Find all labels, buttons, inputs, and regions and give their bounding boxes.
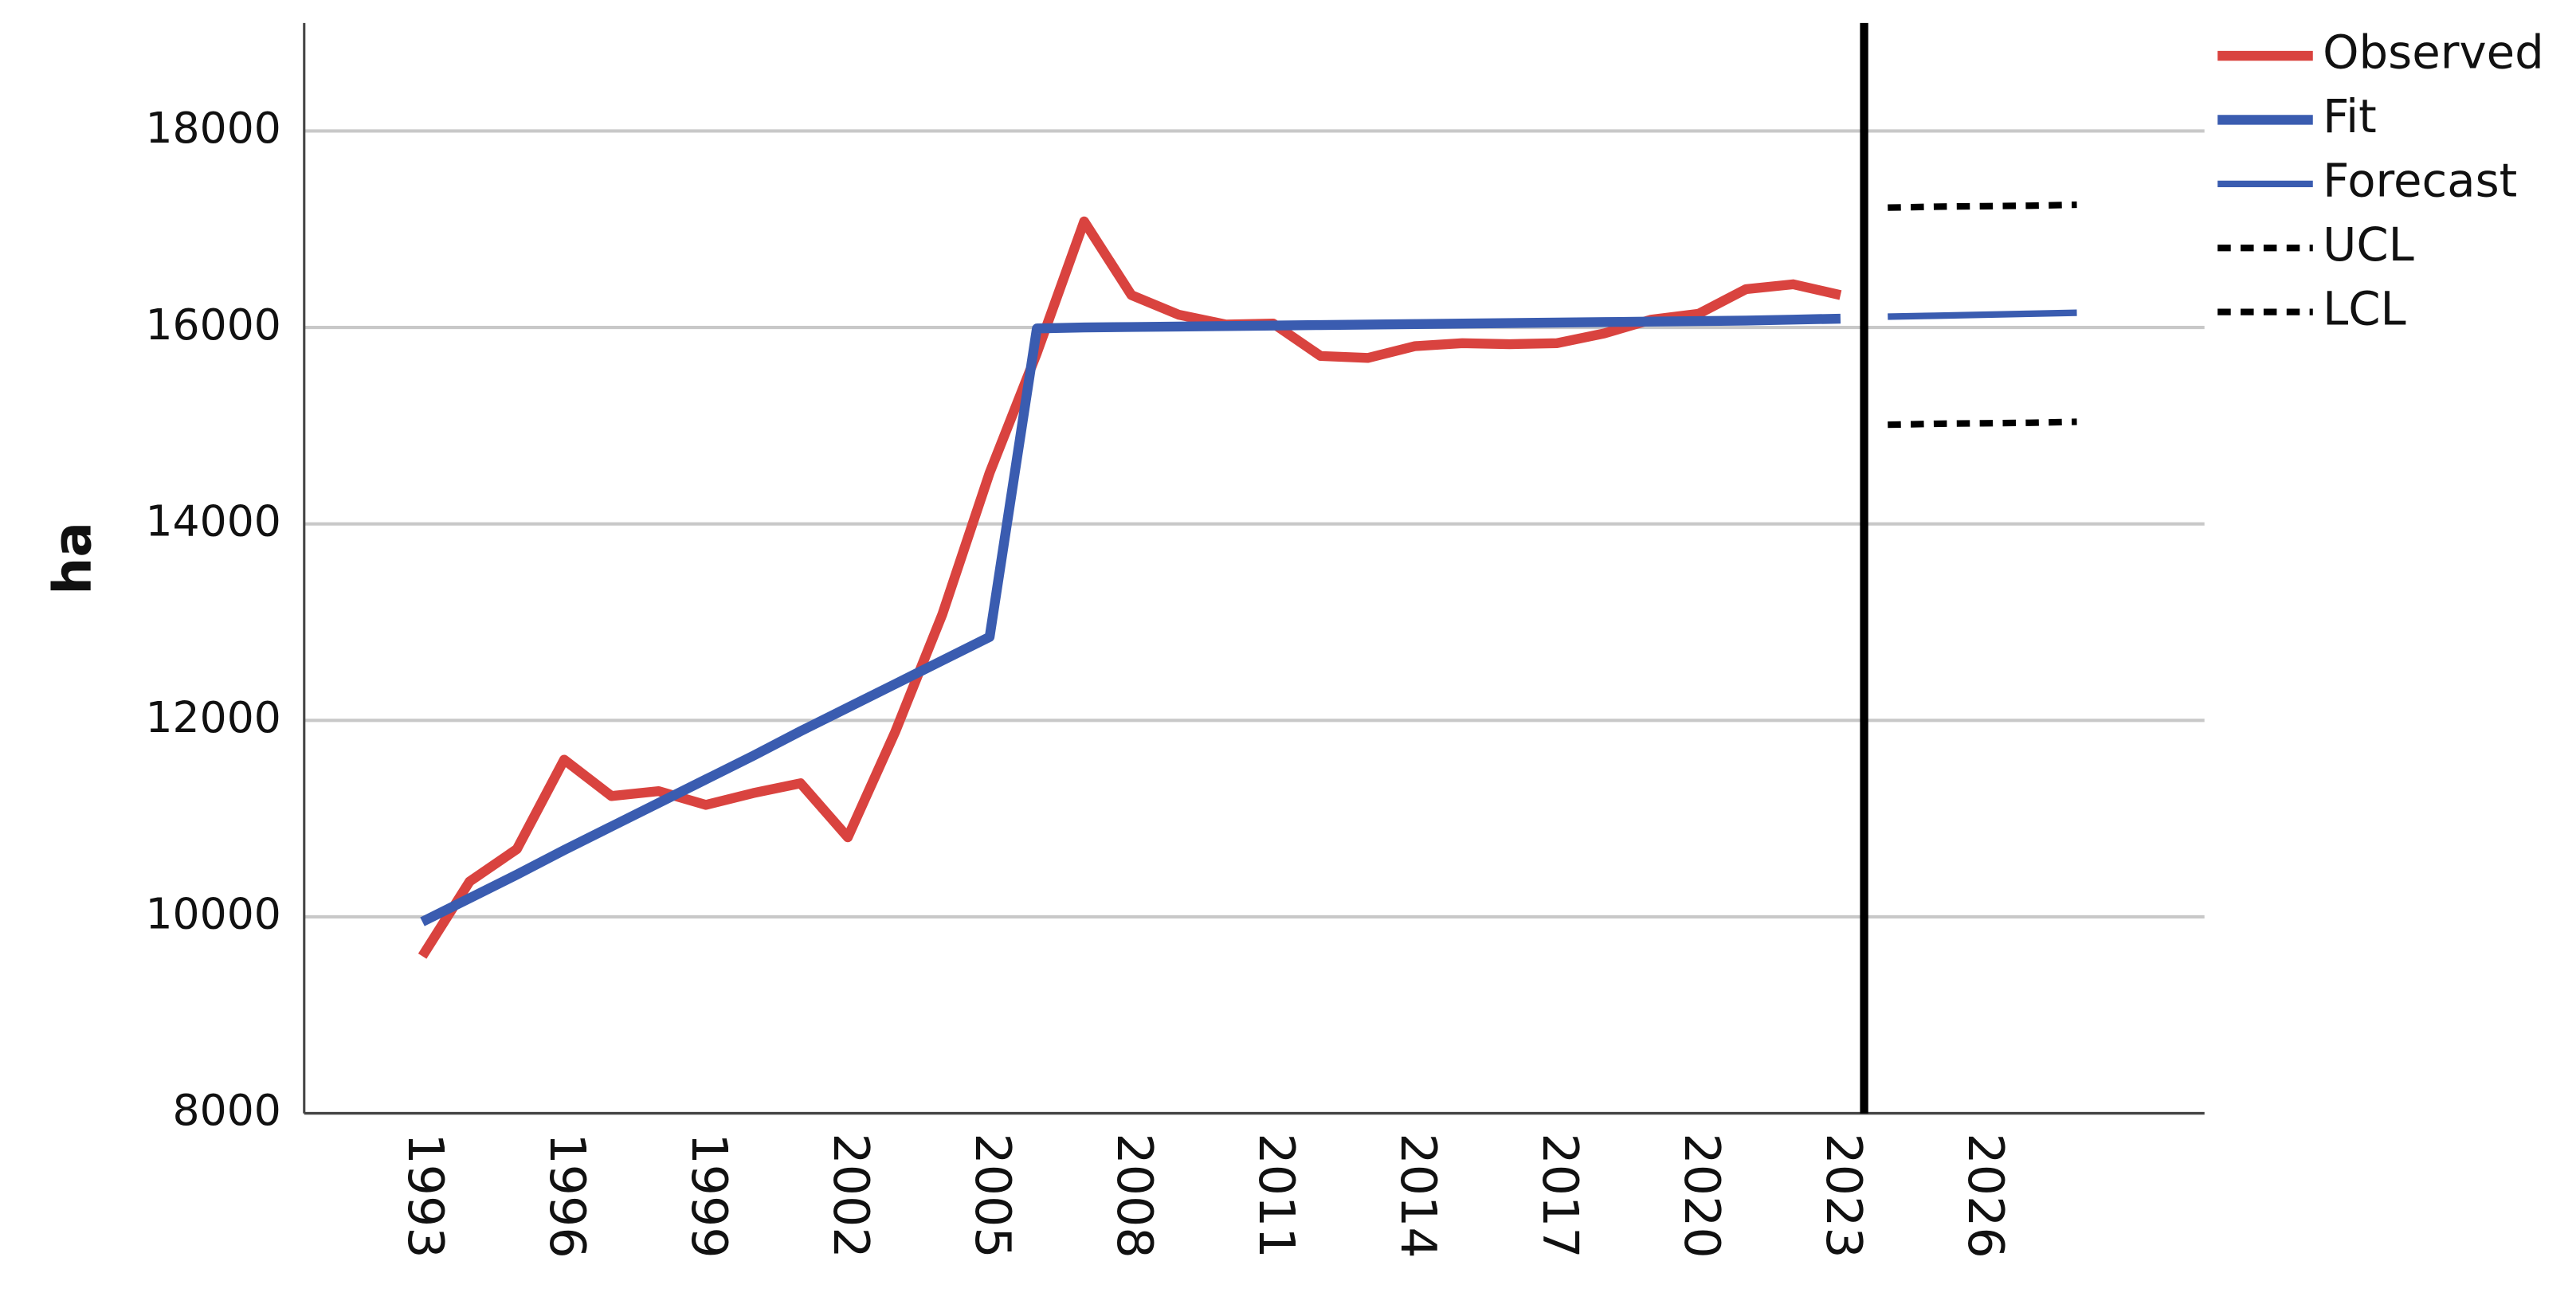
x-tick-label: 2020: [1673, 1133, 1731, 1258]
series-line: [420, 313, 1841, 926]
x-tick-label: 1993: [397, 1133, 454, 1258]
y-tick-label: 16000: [145, 300, 280, 350]
series-line: [1888, 201, 2077, 211]
x-tick-label: 2011: [1248, 1133, 1305, 1258]
legend-label: UCL: [2323, 217, 2414, 272]
x-tick-label: 2023: [1815, 1133, 1872, 1258]
x-tick-label: 2014: [1390, 1133, 1447, 1258]
x-tick-label: 2005: [964, 1133, 1021, 1258]
y-axis-label: ha: [41, 522, 103, 594]
legend-label: LCL: [2323, 281, 2406, 335]
y-tick-label: 18000: [145, 103, 280, 153]
legend-label: Forecast: [2323, 153, 2517, 207]
x-tick-label: 1996: [539, 1133, 596, 1258]
legend-label: Observed: [2323, 25, 2544, 80]
x-tick-label: 2002: [822, 1133, 880, 1258]
x-tick-label: 2017: [1531, 1133, 1589, 1258]
x-tick-label: 2026: [1957, 1133, 2014, 1258]
series-line: [418, 216, 1842, 959]
y-tick-label: 12000: [145, 692, 280, 742]
x-tick-label: 2008: [1106, 1133, 1163, 1258]
legend-label: Fit: [2323, 89, 2377, 143]
y-tick-label: 14000: [145, 495, 280, 546]
series-line: [1888, 418, 2077, 429]
x-tick-label: 1999: [680, 1133, 738, 1258]
y-tick-label: 10000: [145, 889, 280, 939]
series-line: [1888, 309, 2077, 320]
y-tick-label: 8000: [173, 1085, 281, 1135]
